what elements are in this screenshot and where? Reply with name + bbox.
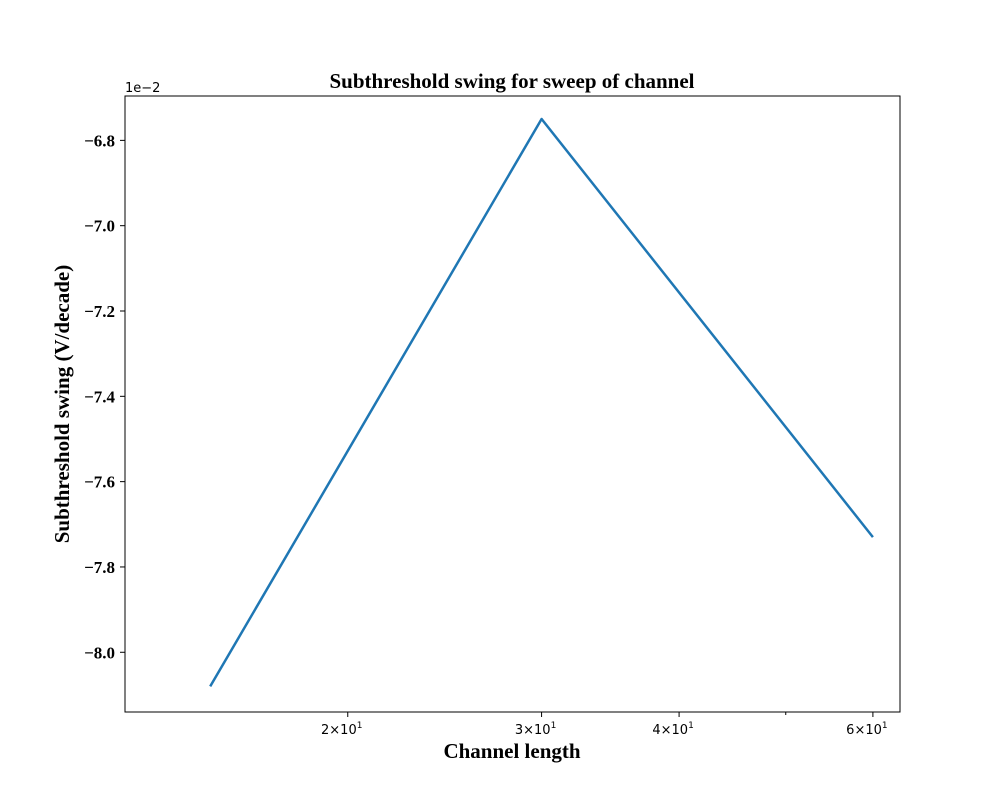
x-axis-label: Channel length — [443, 739, 580, 763]
y-axis-label: Subthreshold swing (V/decade) — [50, 265, 74, 544]
y-tick-label: −6.8 — [84, 131, 115, 150]
y-tick-label: −8.0 — [84, 643, 115, 662]
x-tick-label: 3×101 — [515, 721, 556, 738]
x-tick-label: 4×101 — [652, 721, 693, 738]
chart-title: Subthreshold swing for sweep of channel — [329, 69, 694, 93]
y-tick-label: −7.6 — [84, 473, 115, 492]
series-line — [209, 117, 874, 688]
y-tick-label: −7.0 — [84, 217, 115, 236]
y-offset-label: 1e−2 — [125, 81, 160, 96]
y-tick-label: −7.2 — [84, 302, 115, 321]
x-tick-label: 2×101 — [321, 721, 362, 738]
plot-frame — [124, 95, 901, 713]
x-tick-label: 6×101 — [846, 721, 887, 738]
y-tick-label: −7.4 — [84, 387, 115, 406]
y-tick-label: −7.8 — [84, 558, 115, 577]
